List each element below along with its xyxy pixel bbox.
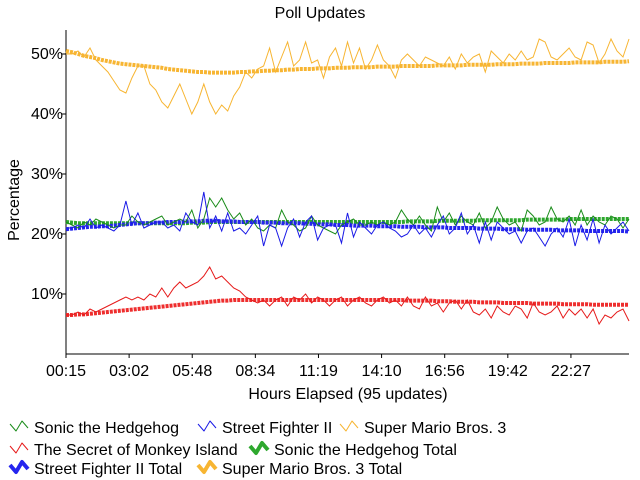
legend-swatch bbox=[9, 442, 29, 454]
legend-swatch bbox=[197, 420, 217, 432]
legend-item-sonic-the-hedgehog: Sonic the Hedgehog bbox=[9, 420, 179, 437]
x-tick-label-8: 22:27 bbox=[551, 363, 591, 380]
x-tick-label-7: 19:42 bbox=[488, 363, 528, 380]
x-axis-label: Hours Elapsed (95 updates) bbox=[248, 386, 447, 403]
legend-swatch bbox=[9, 420, 29, 432]
x-tick-label-5: 14:10 bbox=[362, 363, 402, 380]
legend-item-super-mario-bros-3-total: Super Mario Bros. 3 Total bbox=[196, 460, 402, 478]
legend-item-street-fighter-ii: Street Fighter II bbox=[197, 420, 332, 437]
y-tick-label-50: 50% bbox=[31, 46, 63, 63]
series-line-street-fighter-ii bbox=[66, 191, 630, 248]
legend-item-street-fighter-ii-total: Street Fighter II Total bbox=[8, 460, 182, 478]
legend-label: Sonic the Hedgehog bbox=[34, 420, 179, 437]
chart-title: Poll Updates bbox=[275, 5, 366, 22]
legend-item-sonic-the-hedgehog-total: Sonic the Hedgehog Total bbox=[248, 441, 457, 459]
legend-label: Super Mario Bros. 3 bbox=[364, 420, 506, 437]
legend-label: Street Fighter II bbox=[222, 420, 332, 437]
legend-label: Super Mario Bros. 3 Total bbox=[222, 461, 402, 478]
legend-swatch bbox=[196, 460, 218, 474]
series-line-super-mario-bros-3 bbox=[66, 37, 630, 116]
series-line-the-secret-of-monkey-island bbox=[66, 265, 630, 326]
x-tick-label-4: 11:19 bbox=[299, 363, 338, 380]
legend-item-super-mario-bros-3: Super Mario Bros. 3 bbox=[339, 420, 506, 437]
y-tick-label-40: 40% bbox=[31, 106, 63, 123]
series-line-the-secret-of-monkey-island-total bbox=[66, 298, 629, 317]
x-tick-label-2: 05:48 bbox=[172, 363, 212, 380]
y-tick-label-20: 20% bbox=[31, 226, 63, 243]
y-tick-label-30: 30% bbox=[31, 166, 63, 183]
x-tick-label-3: 08:34 bbox=[235, 363, 275, 380]
legend-label: The Secret of Monkey Island bbox=[34, 442, 238, 459]
x-tick-label-1: 03:02 bbox=[109, 363, 149, 380]
series-line-super-mario-bros-3-total bbox=[65, 49, 630, 75]
legend-swatch bbox=[339, 420, 359, 432]
plot-area: 10% 20% 30% 40% 50% 00:15 03:02 05:48 08:34 11:19… bbox=[31, 30, 630, 380]
legend-swatch bbox=[248, 441, 270, 455]
x-tick-label-6: 16:56 bbox=[425, 363, 465, 380]
legend-item-the-secret-of-monkey-island: The Secret of Monkey Island bbox=[9, 442, 238, 459]
legend-label: Sonic the Hedgehog Total bbox=[274, 442, 457, 459]
x-tick-label-0: 00:15 bbox=[46, 363, 86, 380]
legend-swatch bbox=[8, 460, 30, 474]
y-axis-label: Percentage bbox=[6, 159, 23, 241]
series-line-street-fighter-ii-total bbox=[65, 218, 630, 234]
legend-label: Street Fighter II Total bbox=[34, 461, 182, 478]
series-line-sonic-the-hedgehog bbox=[65, 196, 630, 235]
y-tick-label-10: 10% bbox=[31, 286, 63, 303]
legend: Sonic the Hedgehog Street Fighter II Super… bbox=[8, 420, 506, 478]
